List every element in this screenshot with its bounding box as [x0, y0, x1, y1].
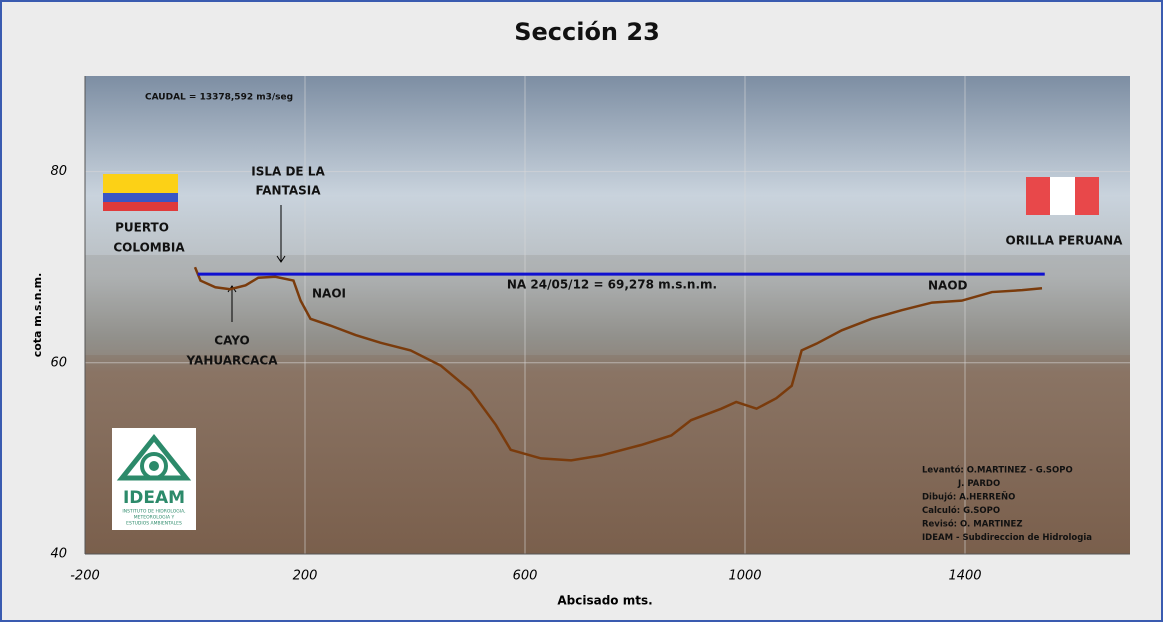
flag-stripe [1075, 177, 1099, 215]
x-tick-label: 1000 [728, 569, 761, 584]
annotation: CAYO [214, 334, 249, 348]
flag-stripe [103, 193, 178, 202]
x-tick-label: 1400 [948, 569, 981, 584]
credit-line: Dibujó: A.HERREÑO [922, 492, 1015, 503]
credit-line: Calculó: G.SOPO [922, 505, 1000, 516]
logo-name: IDEAM [123, 488, 185, 508]
x-tick-label: 200 [293, 569, 318, 584]
plot-background [85, 76, 1130, 554]
annotation: NAOI [312, 287, 346, 301]
logo-subtitle: ESTUDIOS AMBIENTALES [126, 521, 182, 527]
series-line [193, 266, 1043, 462]
annotation: YAHUARCACA [186, 354, 279, 368]
credit-line: Levantó: O.MARTINEZ - G.SOPO [922, 465, 1073, 476]
y-tick-label: 60 [50, 355, 67, 370]
x-tick-label: 600 [513, 569, 538, 584]
annotation: CAUDAL = 13378,592 m3/seg [145, 93, 293, 103]
credit-line: J. PARDO [957, 479, 1000, 489]
annotation: PUERTO [115, 221, 169, 235]
credit-line: Revisó: O. MARTINEZ [922, 519, 1023, 530]
arrow-head [276, 255, 286, 263]
annotation: ORILLA PERUANA [1006, 234, 1124, 248]
annotation: COLOMBIA [113, 241, 185, 255]
x-tick-label: -200 [70, 569, 100, 584]
flag-stripe [1026, 177, 1050, 215]
annotation: FANTASIA [255, 184, 321, 198]
annotation: ISLA DE LA [251, 165, 325, 179]
pier [85, 255, 1130, 355]
annotation: NA 24/05/12 = 69,278 m.s.n.m. [507, 278, 717, 292]
chart-title: Sección 23 [514, 18, 660, 46]
logo-subtitle: METEOROLOGIA Y [134, 515, 175, 521]
y-axis-label: cota m.s.n.m. [31, 273, 44, 358]
logo-core [149, 461, 159, 471]
annotation: NAOD [928, 279, 968, 293]
x-axis-label: Abcisado mts. [557, 594, 652, 608]
y-tick-label: 80 [50, 164, 67, 179]
logo-spiral [140, 452, 168, 480]
flag-stripe [103, 202, 178, 211]
credit-line: IDEAM - Subdireccion de Hidrologia [922, 533, 1092, 543]
y-tick-label: 40 [50, 547, 67, 562]
logo-subtitle: INSTITUTO DE HIDROLOGIA, [122, 509, 185, 515]
